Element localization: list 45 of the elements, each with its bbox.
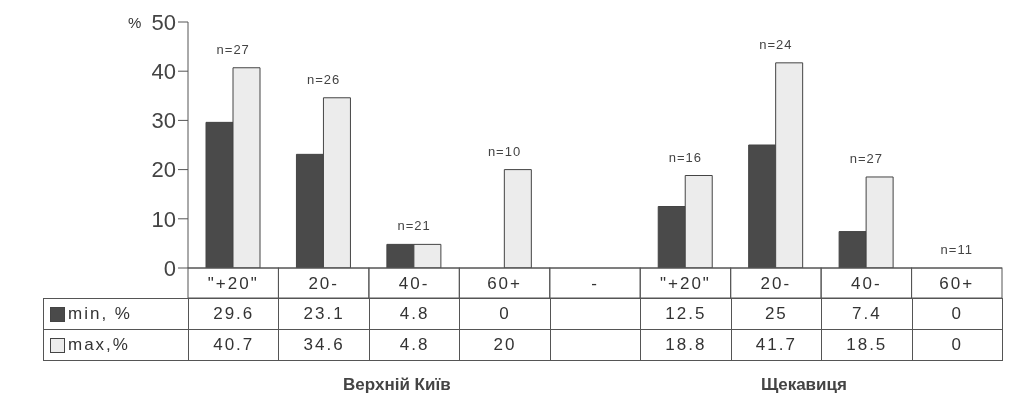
data-label: 41.7 (731, 329, 822, 361)
y-tick-label: 10 (151, 206, 176, 232)
data-label: 7.4 (821, 298, 912, 330)
data-label: 23.1 (278, 298, 370, 330)
x-tick-label: 20- (308, 274, 339, 293)
data-label: 40.7 (188, 329, 279, 361)
data-label: 29.6 (188, 298, 279, 330)
data-label: 4.8 (369, 298, 460, 330)
data-label: 34.6 (278, 329, 370, 361)
data-label: 20 (459, 329, 551, 361)
annotation: n=27 (848, 150, 884, 166)
data-label: 25 (731, 298, 822, 330)
y-axis-title: % (128, 14, 142, 31)
annotation: n=24 (758, 36, 794, 52)
data-label: 18.8 (640, 329, 732, 361)
x-tick-label: 40- (851, 274, 882, 293)
data-label: 0 (459, 298, 551, 330)
text: Верхній Київ (343, 375, 451, 395)
legend-label: max,% (43, 329, 189, 361)
data-label: 0 (912, 329, 1003, 361)
annotation: n=11 (939, 242, 974, 257)
annotation: n=16 (667, 149, 704, 165)
data-label: 4.8 (369, 329, 460, 361)
x-tick-label: "+20" (207, 274, 259, 293)
y-tick-label: 50 (151, 9, 176, 35)
x-tick-label: - (591, 274, 599, 293)
x-tick-label: 60+ (487, 274, 522, 293)
text: Щекавиця (760, 375, 847, 395)
data-label: 0 (912, 298, 1003, 330)
y-tick-label: 20 (151, 157, 176, 183)
annotation: n=27 (215, 41, 251, 57)
data-label: 12.5 (640, 298, 732, 330)
x-tick-label: 60+ (939, 274, 975, 293)
annotation: n=21 (396, 218, 432, 234)
y-tick-label: 40 (151, 59, 176, 85)
x-tick-label: "+20" (659, 274, 711, 293)
legend-label: min, % (43, 298, 189, 330)
annotation: n=26 (306, 71, 342, 87)
x-tick-label: 40- (398, 274, 430, 293)
y-tick-label: 30 (151, 108, 176, 134)
bar (503, 169, 532, 268)
y-tick-label: 0 (163, 255, 176, 281)
x-tick-label: 20- (760, 274, 792, 293)
annotation: n=10 (486, 143, 523, 159)
data-label: 18.5 (821, 329, 912, 361)
